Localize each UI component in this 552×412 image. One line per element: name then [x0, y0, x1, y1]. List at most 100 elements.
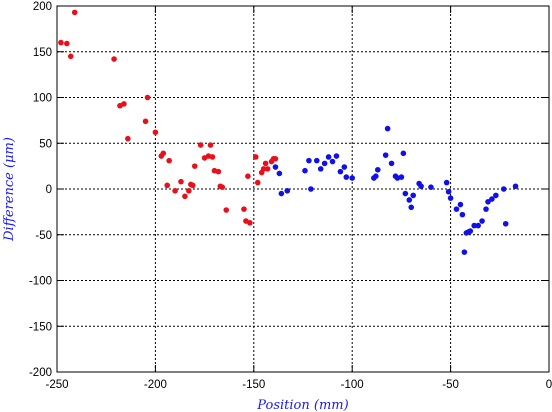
- data-point-series-1: [58, 39, 64, 46]
- data-point-series-2: [333, 153, 340, 159]
- data-point-series-1: [223, 207, 230, 213]
- data-point-series-2: [321, 160, 328, 167]
- data-point-series-1: [264, 166, 271, 172]
- data-point-series-2: [447, 195, 454, 201]
- data-point-series-1: [262, 160, 269, 167]
- data-point-series-2: [459, 211, 466, 218]
- data-point-series-2: [493, 192, 499, 199]
- data-point-series-2: [308, 186, 314, 192]
- data-point-series-2: [428, 184, 434, 190]
- data-point-series-2: [388, 160, 395, 167]
- data-point-series-1: [67, 53, 74, 60]
- data-point-series-2: [402, 190, 409, 197]
- data-point-series-1: [272, 156, 279, 162]
- data-point-series-2: [337, 168, 344, 175]
- x-tick-label: -250: [45, 379, 68, 391]
- data-point-series-2: [325, 154, 332, 160]
- data-point-series-1: [172, 188, 178, 194]
- data-point-series-2: [278, 190, 285, 197]
- data-point-series-1: [260, 166, 267, 172]
- data-point-series-1: [186, 188, 192, 194]
- data-point-series-2: [502, 220, 509, 227]
- data-point-series-1: [71, 9, 78, 16]
- data-point-series-2: [406, 197, 413, 203]
- data-point-series-2: [373, 173, 379, 179]
- data-point-series-1: [197, 142, 204, 148]
- y-tick-label: 200: [33, 1, 52, 13]
- data-point-series-1: [241, 206, 247, 212]
- data-point-series-2: [461, 249, 468, 255]
- y-tick-label: -50: [35, 230, 52, 242]
- y-tick-label: 0: [46, 184, 52, 196]
- x-axis-label: Position (mm): [256, 398, 348, 412]
- data-point-series-1: [219, 184, 226, 190]
- data-point-series-2: [483, 206, 489, 212]
- data-point-series-1: [160, 150, 167, 157]
- data-point-series-1: [142, 118, 149, 125]
- data-point-series-2: [475, 222, 481, 229]
- x-tick-label: -150: [242, 379, 265, 391]
- data-point-series-2: [329, 158, 336, 165]
- data-point-series-1: [144, 94, 151, 101]
- data-point-series-2: [272, 164, 279, 170]
- data-point-series-2: [512, 183, 519, 190]
- data-point-series-1: [182, 193, 188, 200]
- data-point-series-2: [445, 188, 452, 195]
- grid-lines: [57, 6, 549, 372]
- data-point-series-2: [302, 167, 308, 174]
- data-point-series-1: [121, 101, 127, 107]
- y-tick-label: 50: [39, 138, 52, 150]
- y-tick-label: -150: [29, 321, 52, 333]
- data-points: [58, 9, 519, 255]
- data-point-series-2: [349, 175, 356, 181]
- data-point-series-2: [408, 204, 415, 211]
- data-point-series-2: [453, 206, 460, 212]
- data-point-series-1: [178, 178, 184, 185]
- data-point-series-1: [125, 135, 131, 142]
- data-point-series-2: [443, 179, 450, 186]
- data-point-series-2: [489, 196, 495, 202]
- data-point-series-2: [398, 174, 405, 180]
- data-point-series-1: [207, 142, 214, 148]
- y-axis-label: Difference (μm): [2, 137, 17, 242]
- x-tick-label: 0: [546, 379, 552, 391]
- y-tick-label: -200: [29, 367, 52, 379]
- data-point-series-2: [485, 199, 491, 205]
- data-point-series-2: [284, 188, 291, 194]
- data-point-series-2: [276, 170, 283, 177]
- axis-ticks: [56, 5, 550, 373]
- data-point-series-2: [313, 157, 320, 164]
- y-tick-label: 100: [33, 93, 52, 105]
- data-point-series-1: [64, 40, 70, 47]
- data-point-series-1: [215, 168, 222, 175]
- data-point-series-1: [166, 157, 172, 164]
- data-point-series-2: [382, 152, 389, 158]
- data-point-series-2: [400, 150, 407, 157]
- data-point-series-2: [500, 186, 507, 192]
- data-point-series-1: [152, 129, 159, 136]
- data-point-series-2: [471, 222, 478, 229]
- x-tick-label: -200: [144, 379, 167, 391]
- data-point-series-2: [418, 183, 424, 190]
- x-tick-label: -50: [442, 379, 459, 391]
- data-point-series-1: [191, 163, 198, 169]
- data-point-series-1: [245, 173, 251, 179]
- data-point-series-1: [189, 182, 196, 189]
- data-point-series-1: [209, 154, 216, 160]
- data-point-series-2: [457, 201, 464, 208]
- data-point-series-2: [317, 166, 324, 172]
- data-point-series-2: [384, 125, 391, 132]
- data-point-series-1: [111, 56, 117, 62]
- data-point-series-2: [374, 166, 381, 173]
- data-point-series-2: [341, 164, 348, 170]
- data-point-series-2: [306, 157, 312, 164]
- y-tick-label: -100: [29, 276, 52, 288]
- tick-labels: -250 -200 -150 -100 -50 0-200-150-100-5005010…: [29, 1, 552, 391]
- data-point-series-1: [164, 182, 171, 189]
- data-point-series-2: [410, 192, 417, 199]
- x-tick-label: -100: [341, 379, 364, 391]
- data-point-series-2: [467, 228, 474, 234]
- data-point-series-2: [479, 218, 485, 224]
- y-tick-label: 150: [33, 47, 52, 59]
